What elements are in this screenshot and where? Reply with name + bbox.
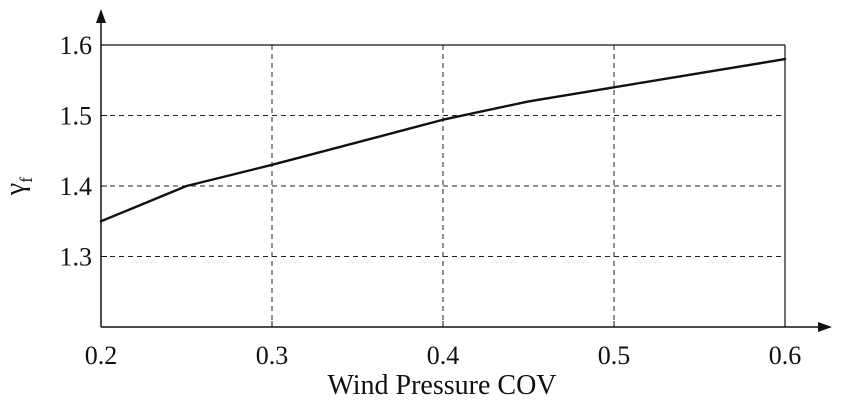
y-tick-label-0: 1.3 bbox=[60, 243, 93, 272]
plot-frame bbox=[101, 44, 786, 327]
y-tick-label-1: 1.4 bbox=[60, 172, 93, 201]
y-axis-title: γf bbox=[0, 177, 36, 196]
x-tick-label-2: 0.4 bbox=[427, 341, 460, 370]
grid-layer bbox=[101, 45, 785, 327]
y-tick-label-3: 1.6 bbox=[60, 31, 93, 60]
x-tick-label-1: 0.3 bbox=[256, 341, 289, 370]
x-axis-arrow bbox=[818, 322, 832, 332]
svg-text:γf: γf bbox=[0, 177, 36, 196]
series-line-0 bbox=[99, 57, 787, 223]
tick-labels: 0.2 0.3 0.4 0.5 0.6 1.3 1.4 1.5 1.6 bbox=[60, 31, 802, 370]
y-axis-title-subscript: f bbox=[16, 177, 36, 183]
axes bbox=[96, 9, 832, 332]
x-tick-label-4: 0.6 bbox=[769, 341, 802, 370]
x-axis-title: Wind Pressure COV bbox=[327, 370, 556, 401]
x-tick-label-0: 0.2 bbox=[85, 341, 118, 370]
y-tick-label-2: 1.5 bbox=[60, 102, 93, 131]
y-axis-arrow bbox=[96, 9, 106, 23]
x-tick-label-3: 0.5 bbox=[598, 341, 631, 370]
y-axis-title-main: γ bbox=[0, 183, 31, 196]
series-layer bbox=[99, 57, 787, 223]
